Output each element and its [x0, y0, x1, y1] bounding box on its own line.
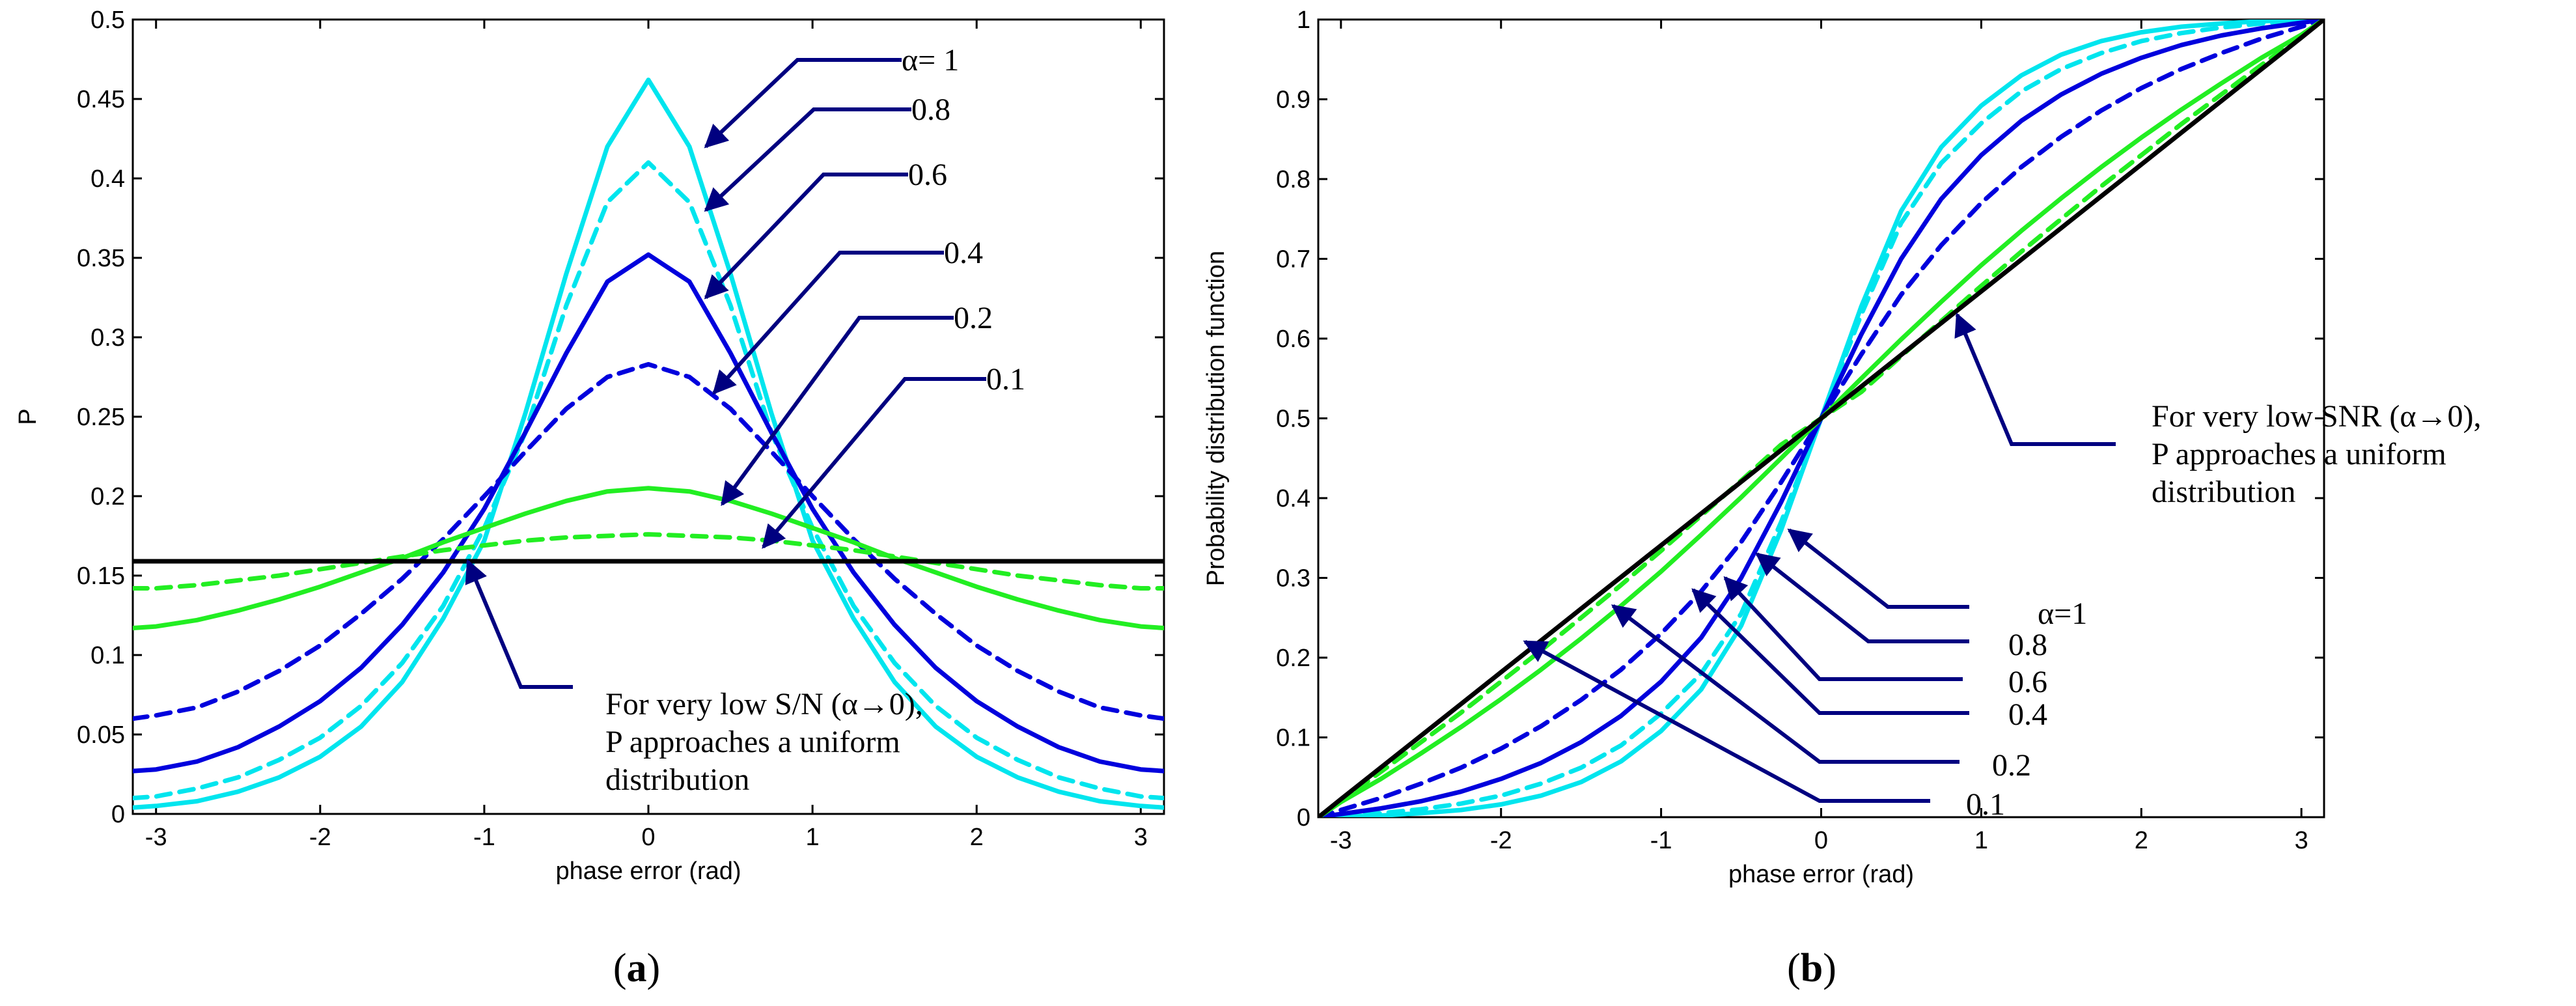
x-tick-label: 1	[1974, 827, 1988, 854]
y-tick-label: 0.5	[90, 7, 125, 34]
x-tick-label: 2	[2135, 827, 2148, 854]
x-tick-label: 3	[2295, 827, 2308, 854]
y-tick-label: 0.4	[90, 165, 125, 193]
series-line-2	[133, 252, 1164, 774]
annotation-arrow	[1611, 604, 1960, 764]
panel-label: (a)	[613, 946, 660, 990]
y-tick-label: 0.3	[90, 324, 125, 352]
annotation-arrow	[704, 107, 911, 212]
y-tick-label: 0.4	[1276, 485, 1310, 512]
y-axis-label: Probability distribution function	[1202, 251, 1230, 586]
series-line-0	[133, 77, 1164, 810]
annotation-arrow	[762, 377, 986, 549]
y-tick-label: 0.5	[1276, 406, 1310, 433]
annotation-arrow	[704, 58, 902, 148]
annotation-arrow	[1954, 312, 2116, 446]
panel-label: (b)	[1787, 946, 1836, 990]
x-tick-label: 0	[641, 824, 655, 851]
annotation-note-line: distribution	[605, 762, 749, 797]
y-tick-label: 0.3	[1276, 565, 1310, 593]
x-tick-label: 3	[1134, 824, 1148, 851]
annotation-label: 0.8	[2008, 628, 2047, 662]
panel-letter: a	[627, 946, 647, 990]
x-tick-label: -3	[145, 824, 167, 851]
x-tick-label: 1	[806, 824, 820, 851]
y-tick-label: 0.8	[1276, 166, 1310, 193]
y-tick-label: 0.35	[77, 245, 125, 272]
annotation-arrow	[1723, 576, 1963, 681]
y-tick-label: 0.2	[90, 483, 125, 510]
x-tick-label: 0	[1814, 827, 1828, 854]
y-tick-label: 0	[1297, 804, 1310, 831]
x-axis-label: phase error (rad)	[1728, 861, 1914, 888]
y-tick-label: 0.15	[77, 563, 125, 590]
y-tick-label: 0.45	[77, 86, 125, 113]
x-tick-label: -1	[1650, 827, 1672, 854]
annotation-label: 0.6	[908, 158, 947, 192]
y-tick-label: 0.1	[1276, 725, 1310, 752]
annotation-label: 0.1	[1966, 787, 2005, 822]
annotation-note-line: For very low SNR (α→0),	[2152, 399, 2481, 434]
annotation-note-line: For very low S/N (α→0),	[605, 687, 923, 721]
annotation-note-line: P approaches a uniform	[2152, 437, 2446, 471]
y-tick-label: 0.1	[90, 642, 125, 669]
x-tick-label: -2	[1490, 827, 1512, 854]
annotation-arrow	[1523, 639, 1930, 803]
annotation-label: α= 1	[902, 43, 959, 77]
panel-b-chart: -3 -2 -1 0 1 2 3 0 0.1 0.2 0.3 0.4 0.5 0.6 0.7 0.8 0.9 1 p…	[1202, 7, 2481, 990]
y-axis-label: P	[14, 408, 42, 425]
series-line-5	[133, 532, 1164, 591]
annotation-label: 0.6	[2008, 665, 2047, 699]
y-tick-label: 0.6	[1276, 326, 1310, 353]
annotation-arrow	[465, 559, 573, 689]
annotation-label: 0.8	[911, 92, 950, 127]
series-line-3	[133, 362, 1164, 721]
annotation-note-line: distribution	[2152, 475, 2295, 509]
annotation-label: α=1	[2038, 596, 2087, 631]
x-tick-label: -3	[1330, 827, 1352, 854]
annotation-label: 0.4	[944, 236, 983, 270]
annotation-arrow	[720, 316, 954, 507]
annotation-arrow	[1787, 528, 1969, 609]
x-axis-label: phase error (rad)	[555, 858, 741, 885]
annotation-label: 0.2	[954, 301, 993, 335]
annotation-label: 0.1	[986, 362, 1025, 397]
panel-a-chart: -3 -2 -1 0 1 2 3 0 0.05 0.1 0.15 0.2 0.25 0.3 0.35 0.4 0…	[14, 7, 1165, 990]
series-line-1	[133, 160, 1164, 801]
annotation-label: 0.2	[1992, 748, 2031, 783]
y-tick-label: 0.2	[1276, 645, 1310, 672]
x-tick-label: -2	[309, 824, 331, 851]
annotation-note-line: P approaches a uniform	[605, 725, 900, 759]
y-tick-label: 0.25	[77, 404, 125, 431]
y-tick-label: 1	[1297, 7, 1310, 34]
y-tick-label: 0.7	[1276, 246, 1310, 273]
y-tick-label: 0.05	[77, 721, 125, 749]
y-tick-label: 0	[111, 801, 125, 828]
annotation-label: 0.4	[2008, 697, 2047, 732]
y-tick-label: 0.9	[1276, 87, 1310, 114]
panel-letter: b	[1801, 946, 1823, 990]
series-line-6	[1318, 20, 2324, 817]
x-tick-label: -1	[473, 824, 495, 851]
series-line-4	[133, 486, 1164, 630]
x-tick-label: 2	[970, 824, 984, 851]
annotation-arrow	[1691, 588, 1969, 715]
annotation-arrow	[712, 251, 944, 395]
annotation-arrow	[1755, 552, 1969, 643]
annotation-arrow	[704, 173, 908, 300]
